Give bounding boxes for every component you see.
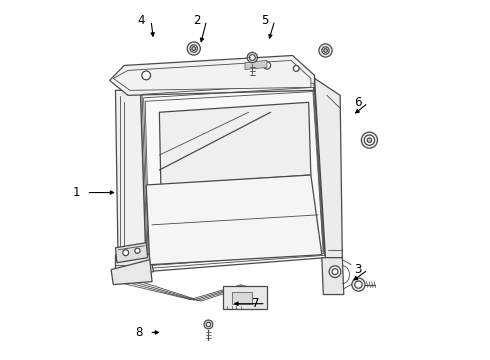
Circle shape	[135, 248, 140, 253]
Polygon shape	[322, 258, 344, 294]
Polygon shape	[113, 60, 311, 90]
Circle shape	[187, 42, 200, 55]
Circle shape	[364, 135, 374, 145]
Text: 4: 4	[137, 14, 145, 27]
Polygon shape	[223, 285, 267, 310]
Text: 3: 3	[354, 263, 362, 276]
Circle shape	[324, 49, 327, 52]
Circle shape	[123, 250, 129, 256]
Text: 1: 1	[73, 186, 80, 199]
Circle shape	[249, 55, 255, 60]
Text: 7: 7	[252, 297, 259, 310]
Circle shape	[294, 66, 299, 71]
Circle shape	[352, 278, 365, 291]
Polygon shape	[116, 255, 153, 282]
Text: 2: 2	[193, 14, 200, 27]
Text: 8: 8	[135, 326, 143, 339]
Circle shape	[204, 320, 213, 329]
Polygon shape	[110, 55, 315, 95]
Circle shape	[329, 266, 341, 278]
Polygon shape	[111, 260, 152, 285]
Circle shape	[319, 44, 332, 57]
Circle shape	[247, 52, 257, 63]
Polygon shape	[315, 78, 343, 258]
Circle shape	[206, 322, 211, 327]
Polygon shape	[116, 90, 146, 282]
Polygon shape	[146, 175, 322, 265]
Polygon shape	[116, 243, 147, 263]
Circle shape	[192, 47, 196, 50]
Circle shape	[355, 281, 362, 288]
Polygon shape	[232, 292, 252, 303]
Circle shape	[361, 132, 377, 148]
Circle shape	[322, 47, 329, 54]
Circle shape	[263, 62, 270, 69]
Circle shape	[332, 269, 338, 275]
Polygon shape	[245, 60, 267, 69]
Polygon shape	[140, 78, 325, 272]
Circle shape	[190, 45, 197, 52]
Polygon shape	[159, 102, 311, 185]
Circle shape	[142, 71, 150, 80]
Text: 5: 5	[261, 14, 269, 27]
Circle shape	[367, 138, 371, 142]
Text: 6: 6	[354, 96, 362, 109]
